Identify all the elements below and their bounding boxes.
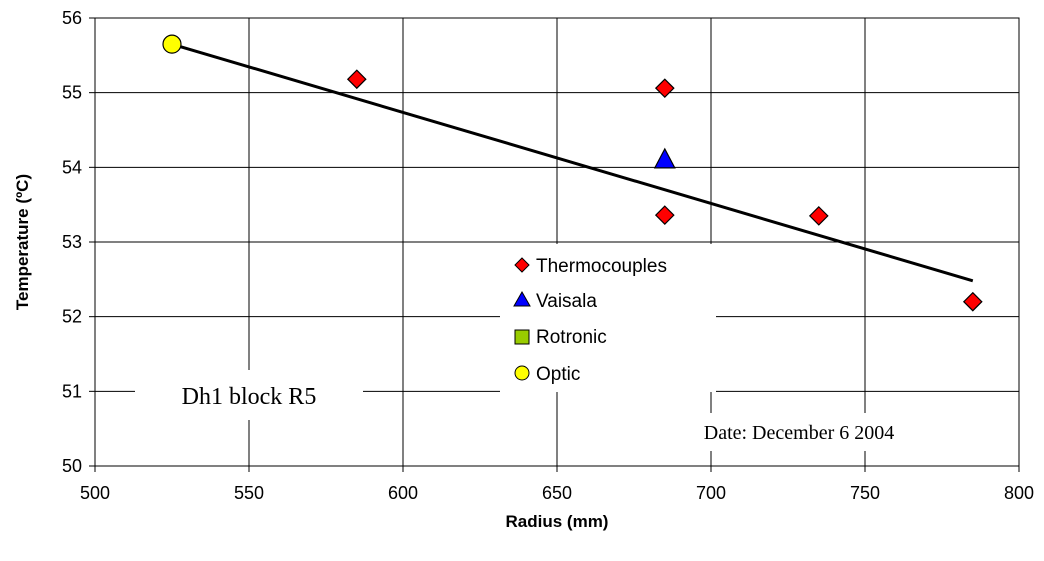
block-label-box [135,370,363,420]
y-tick-label: 56 [62,8,82,28]
legend-item-thermocouples: Thermocouples [514,256,667,277]
data-point-vaisala [653,147,676,169]
legend-label-rotronic: Rotronic [536,327,607,348]
legend-marker-thermocouples [514,257,530,273]
y-tick-label: 55 [62,83,82,103]
legend-marker-vaisala [513,290,531,307]
block-label: Dh1 block R5 [182,384,317,410]
x-tick-label: 550 [234,483,264,503]
data-point-thermocouples [962,291,983,312]
legend-label-thermocouples: Thermocouples [536,256,667,277]
x-tick-label: 500 [80,483,110,503]
legend-box [500,244,716,392]
y-tick-label: 50 [62,456,82,476]
data-point-thermocouples [808,206,829,226]
legend-label-optic: Optic [536,364,580,385]
y-axis-title: Temperature (ºC) [13,174,32,310]
trendline-group [171,42,974,283]
data-point-thermocouples [654,78,675,99]
x-tick-label: 700 [696,483,726,503]
x-axis-title: Radius (mm) [506,512,609,531]
data-point-thermocouples [654,205,675,225]
legend-item-vaisala: Vaisala [513,290,597,312]
y-tick-label: 51 [62,381,82,401]
y-tick-label: 53 [62,232,82,252]
legend-label-vaisala: Vaisala [536,291,597,312]
legend-item-rotronic: Rotronic [514,327,607,348]
x-tick-label: 650 [542,483,572,503]
x-tick-label: 800 [1004,483,1034,503]
legend-marker-rotronic [514,329,530,345]
legend-item-optic: Optic [514,364,580,385]
legend-marker-optic [514,365,530,381]
date-label-box [652,413,947,451]
data-points [162,34,983,312]
data-point-optic [162,34,182,54]
x-tick-label: 600 [388,483,418,503]
y-axis-ticks: 50 51 52 53 54 55 56 [62,8,95,476]
x-axis-ticks: 500 550 600 650 700 750 800 [80,466,1034,503]
y-tick-label: 52 [62,307,82,327]
trendline [171,42,974,283]
date-label: Date: December 6 2004 [704,422,894,444]
y-tick-label: 54 [62,157,82,177]
legend: Thermocouples Vaisala Rotronic Optic [500,244,716,392]
x-tick-label: 750 [850,483,880,503]
data-point-thermocouples [346,69,367,90]
